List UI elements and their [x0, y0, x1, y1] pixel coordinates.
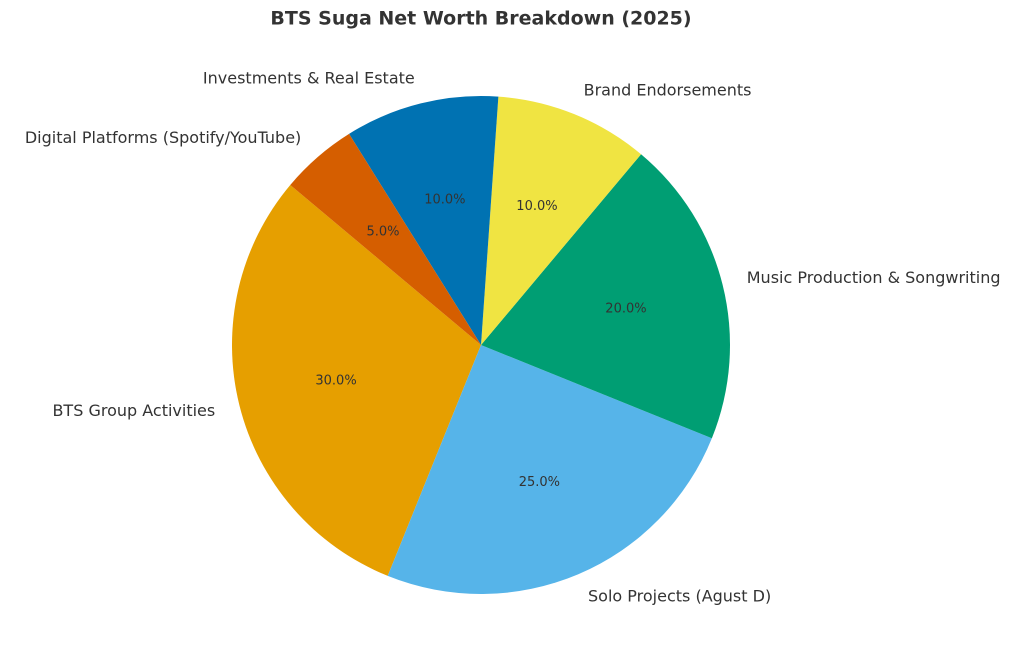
- slice-label: Investments & Real Estate: [203, 69, 415, 88]
- pie-slice: [481, 96, 642, 345]
- pie-slice: [387, 345, 712, 594]
- pie-slice: [349, 96, 499, 345]
- pie-slice: [290, 133, 481, 345]
- value-label: 10.0%: [516, 199, 557, 214]
- pie-slice: [231, 184, 481, 576]
- slice-label: Digital Platforms (Spotify/YouTube): [25, 128, 301, 147]
- value-label: 30.0%: [315, 374, 356, 389]
- slice-label: BTS Group Activities: [52, 401, 215, 420]
- slice-label: Solo Projects (Agust D): [588, 587, 771, 606]
- pie-slice: [481, 154, 730, 439]
- value-label: 25.0%: [519, 475, 560, 490]
- chart-title: BTS Suga Net Worth Breakdown (2025): [270, 8, 691, 30]
- value-label: 20.0%: [605, 301, 646, 316]
- slice-label: Brand Endorsements: [584, 81, 752, 100]
- slice-label: Music Production & Songwriting: [747, 268, 1001, 287]
- value-label: 5.0%: [366, 225, 399, 240]
- value-label: 10.0%: [424, 193, 465, 208]
